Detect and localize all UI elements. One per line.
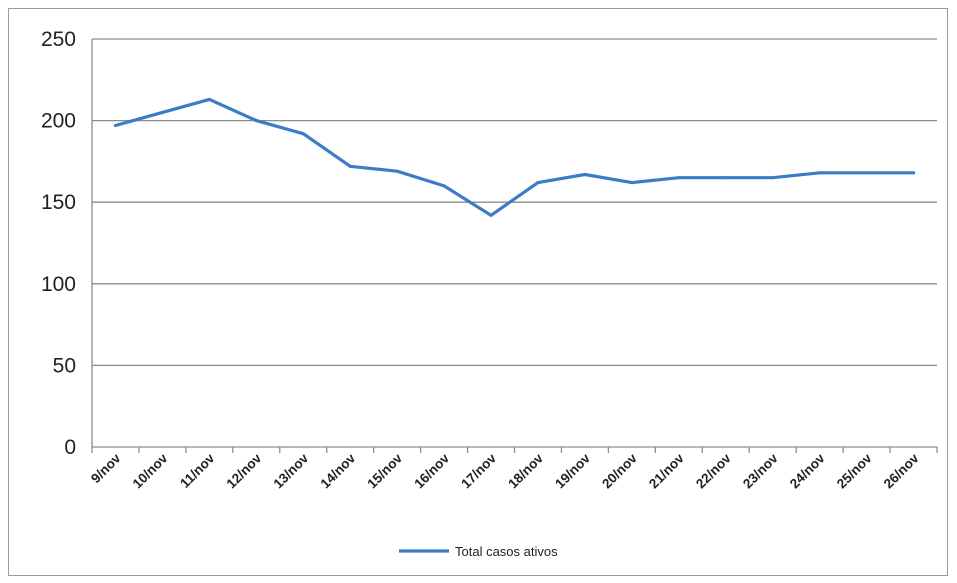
x-tick-label: 10/nov [130,450,171,491]
chart-frame: 0 50 100 150 200 250 9/nov 10/nov 11/nov 12/nov 1… [8,8,948,576]
y-tick-label: 100 [41,273,76,296]
x-tick-label: 15/nov [364,450,405,491]
data-point [630,181,634,185]
data-point [865,171,869,175]
x-tick-label: 12/nov [224,450,265,491]
x-tick-label: 25/nov [834,450,875,491]
y-tick-label: 50 [53,354,76,377]
data-point [395,169,399,173]
data-point [301,132,305,136]
y-tick-label: 250 [41,28,76,51]
legend-label: Total casos ativos [455,544,558,559]
y-tick-label: 200 [41,110,76,133]
y-tick-label: 0 [64,436,76,459]
data-point [583,172,587,176]
series-lines [113,97,916,217]
x-tick-label: 13/nov [271,450,312,491]
data-point [771,176,775,180]
x-tick-label: 16/nov [411,450,452,491]
x-tick-label: 26/nov [881,450,922,491]
x-tick-labels: 9/nov 10/nov 11/nov 12/nov 13/nov 14/nov 15/no… [88,450,922,491]
x-tick-label: 9/nov [88,450,124,486]
x-tick-label: 11/nov [177,450,218,491]
x-tick-label: 22/nov [693,450,734,491]
data-point [536,181,540,185]
x-tick-label: 24/nov [787,450,828,491]
data-point [677,176,681,180]
y-tick-label: 150 [41,191,76,214]
axes [91,39,938,453]
data-point [724,176,728,180]
legend: Total casos ativos [399,544,558,559]
data-point [113,123,117,127]
data-point [442,184,446,188]
data-point [489,213,493,217]
gridlines [92,38,937,367]
y-tick-labels: 0 50 100 150 200 250 [41,28,76,459]
x-tick-label: 17/nov [458,450,499,491]
x-tick-label: 23/nov [740,450,781,491]
x-tick-label: 14/nov [317,450,358,491]
data-point [160,110,164,114]
data-point [348,164,352,168]
series-line-0 [113,97,916,217]
data-point [254,119,258,123]
x-tick-label: 20/nov [599,450,640,491]
x-tick-label: 21/nov [646,450,687,491]
data-point [912,171,916,175]
data-point [207,97,211,101]
data-point [818,171,822,175]
x-tick-label: 19/nov [552,450,593,491]
x-tick-label: 18/nov [505,450,546,491]
